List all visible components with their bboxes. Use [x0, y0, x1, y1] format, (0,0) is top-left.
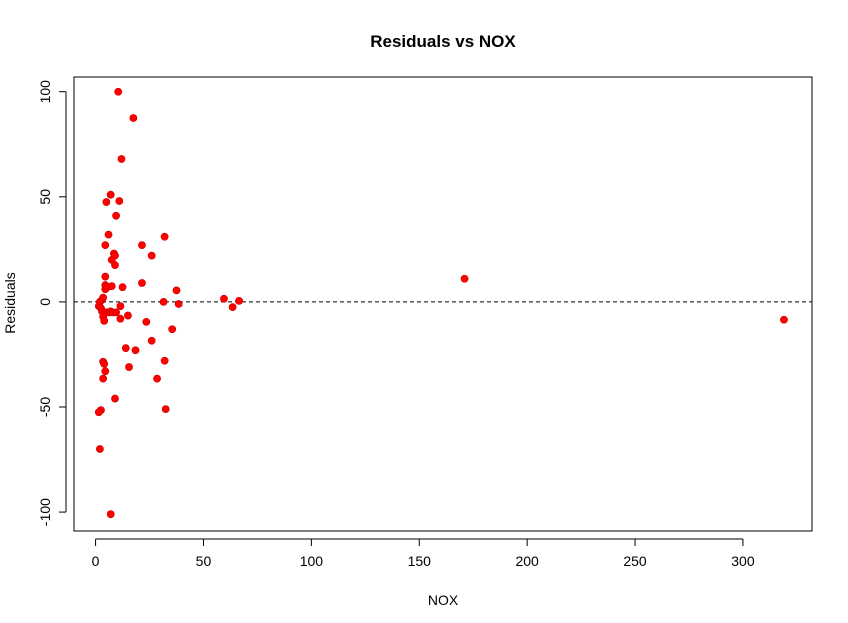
data-points: [94, 87, 788, 519]
data-point: [102, 198, 111, 206]
data-point: [460, 274, 469, 283]
x-tick-label: 300: [731, 553, 755, 569]
data-point: [116, 302, 125, 311]
data-point: [220, 294, 228, 303]
data-point: [129, 114, 138, 122]
data-point: [125, 363, 133, 371]
y-axis: -100 -50 0 50 100: [37, 80, 67, 526]
data-point: [147, 251, 156, 260]
data-point: [100, 360, 109, 368]
data-point: [168, 325, 177, 334]
data-point: [115, 197, 124, 205]
data-point: [112, 211, 120, 220]
data-point: [780, 315, 788, 324]
x-axis: 0 50 100 150 200 250 300: [92, 538, 755, 569]
data-point: [100, 316, 109, 325]
data-point: [142, 317, 151, 326]
data-point: [131, 346, 140, 355]
data-point: [161, 405, 170, 413]
data-point: [138, 241, 146, 250]
y-tick-label: 0: [37, 298, 53, 306]
data-point: [118, 283, 127, 292]
data-point: [160, 232, 169, 241]
data-point: [147, 336, 156, 345]
data-point: [107, 282, 116, 291]
x-tick-label: 200: [515, 553, 539, 569]
data-point: [112, 308, 120, 317]
x-tick-label: 100: [300, 553, 324, 569]
data-point: [117, 155, 126, 163]
data-point: [101, 241, 110, 250]
data-point: [106, 190, 115, 199]
data-point: [159, 297, 168, 306]
data-point: [95, 445, 104, 453]
data-point: [114, 87, 123, 96]
y-tick-label: -100: [37, 498, 53, 526]
data-point: [111, 251, 119, 260]
data-point: [228, 303, 237, 312]
data-point: [121, 344, 130, 353]
x-tick-label: 0: [92, 553, 100, 569]
x-tick-label: 150: [408, 553, 432, 569]
x-tick-label: 50: [196, 553, 212, 569]
data-point: [111, 394, 119, 403]
data-point: [174, 300, 183, 308]
data-point: [101, 367, 110, 376]
y-tick-label: 100: [37, 80, 53, 104]
data-point: [94, 408, 103, 417]
data-point: [160, 356, 169, 365]
data-point: [104, 230, 113, 239]
chart-title: Residuals vs NOX: [370, 32, 516, 51]
data-point: [153, 374, 161, 383]
data-point: [138, 279, 146, 287]
data-point: [172, 286, 181, 295]
y-axis-label: Residuals: [2, 272, 18, 333]
data-point: [124, 311, 132, 320]
data-point: [116, 314, 125, 323]
plot-frame: [73, 76, 813, 532]
data-point: [101, 272, 110, 281]
y-tick-label: -50: [37, 397, 53, 417]
x-axis-label: NOX: [428, 592, 459, 608]
y-tick-label: 50: [37, 189, 53, 205]
data-point: [235, 296, 243, 305]
data-point: [111, 261, 119, 270]
data-point: [99, 374, 108, 383]
x-tick-label: 250: [623, 553, 647, 569]
data-point: [106, 510, 115, 519]
